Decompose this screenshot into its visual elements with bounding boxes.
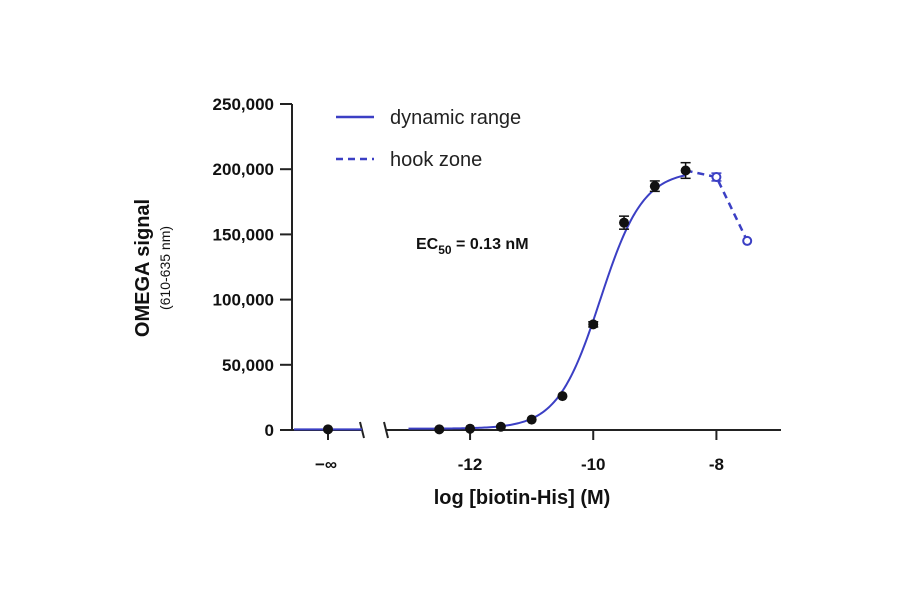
y-tick-label: 50,000	[222, 356, 274, 375]
data-point-hook-zone	[742, 235, 753, 246]
data-point-dynamic-range	[649, 181, 660, 192]
legend-label-hook-zone: hook zone	[390, 149, 482, 171]
data-point-dynamic-range	[588, 319, 599, 330]
y-ticks: 0 50,000 100,000 150,000 200,000 250,000	[213, 95, 292, 440]
legend-label-dynamic-range: dynamic range	[390, 107, 521, 129]
dynamic-range-fit-curve	[408, 174, 686, 430]
y-tick-label: 150,000	[213, 225, 274, 244]
data-point-neg-infinity	[323, 424, 333, 435]
data-point-dynamic-range	[526, 414, 537, 425]
data-point-dynamic-range	[434, 424, 445, 435]
y-axis-title: OMEGA signal	[132, 199, 154, 337]
x-ticks: -12 -10 -8	[458, 430, 724, 474]
hook-zone-dashed-line	[685, 169, 749, 242]
y-tick-label: 250,000	[213, 95, 274, 114]
data-point-dynamic-range	[465, 423, 476, 434]
x-tick-label: -8	[709, 455, 724, 474]
legend: dynamic range hook zone	[336, 107, 521, 171]
x-tick-label: -10	[581, 455, 606, 474]
data-point-dynamic-range	[495, 421, 506, 432]
x-axis-title: log [biotin-His] (M)	[434, 487, 611, 509]
data-point-dynamic-range	[680, 165, 691, 176]
y-tick-label: 100,000	[213, 291, 274, 310]
y-tick-label: 0	[265, 421, 274, 440]
data-point-dynamic-range	[619, 217, 630, 228]
data-point-hook-zone	[711, 172, 722, 183]
x-tick-label-neg-infinity: −∞	[315, 455, 337, 474]
y-tick-label: 200,000	[213, 160, 274, 179]
x-tick-label: -12	[458, 455, 483, 474]
axis-break-mark-right	[383, 421, 389, 439]
ec50-annotation: EC50 = 0.13 nM	[416, 236, 529, 257]
x-axis	[280, 421, 781, 440]
y-axis-subtitle: (610-635 nm)	[157, 226, 173, 310]
data-points	[434, 161, 753, 435]
data-point-dynamic-range	[557, 391, 568, 402]
